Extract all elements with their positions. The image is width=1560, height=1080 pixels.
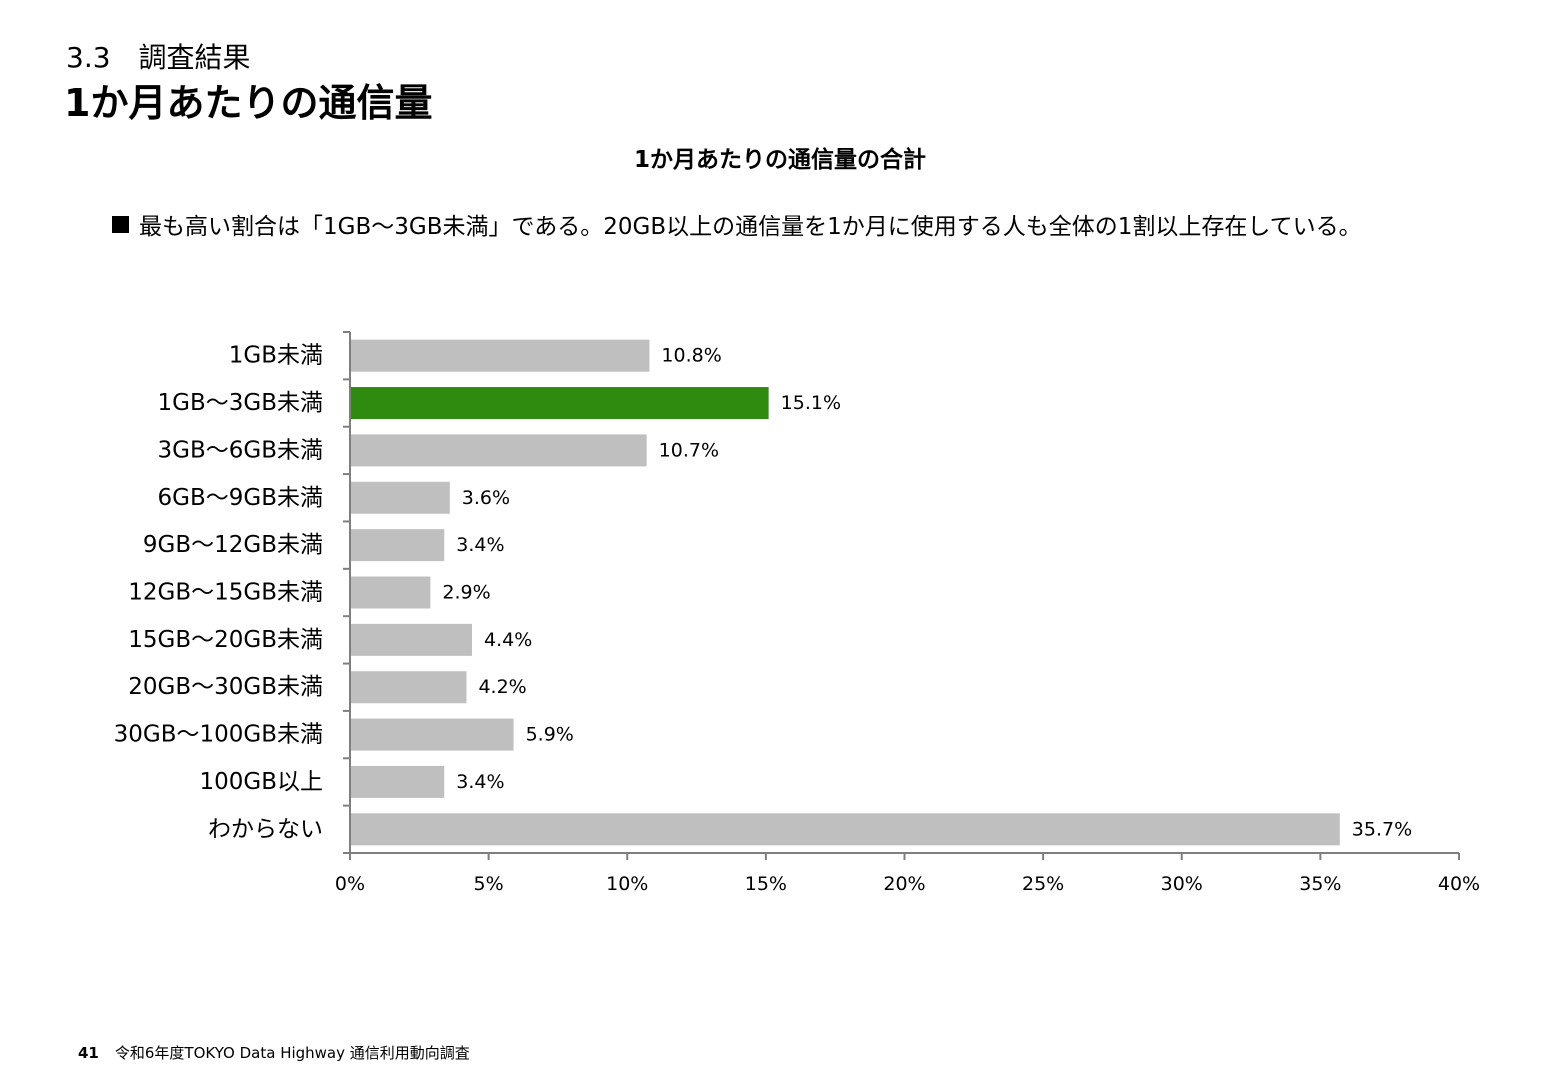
bar bbox=[351, 434, 647, 467]
x-tick-label: 30% bbox=[1161, 873, 1203, 895]
category-label: 30GB～100GB未満 bbox=[114, 722, 323, 748]
page-number: 41 bbox=[78, 1044, 99, 1062]
data-label: 5.9% bbox=[526, 724, 574, 746]
category-label: 6GB～9GB未満 bbox=[158, 485, 323, 511]
chart-title: 1か月あたりの通信量の合計 bbox=[633, 147, 926, 173]
data-label: 15.1% bbox=[781, 392, 841, 414]
x-tick-label: 25% bbox=[1022, 873, 1064, 895]
bar bbox=[351, 813, 1340, 846]
bar bbox=[351, 718, 514, 751]
category-label: 3GB～6GB未満 bbox=[158, 437, 323, 463]
bar bbox=[351, 765, 445, 798]
square-bullet-icon bbox=[112, 216, 129, 233]
data-label: 10.8% bbox=[661, 345, 721, 367]
bar bbox=[351, 623, 472, 656]
x-tick-label: 5% bbox=[474, 873, 504, 895]
category-label: わからない bbox=[208, 816, 323, 842]
category-label: 1GB未満 bbox=[229, 343, 323, 369]
x-tick-label: 40% bbox=[1438, 873, 1480, 895]
page-title: 1か月あたりの通信量 bbox=[64, 81, 433, 125]
data-label: 10.7% bbox=[659, 439, 719, 461]
x-tick-label: 35% bbox=[1299, 873, 1341, 895]
summary-text: 最も高い割合は「1GB～3GB未満」である。20GB以上の通信量を1か月に使用す… bbox=[139, 214, 1362, 240]
source-text: 令和6年度TOKYO Data Highway 通信利用動向調査 bbox=[114, 1044, 470, 1062]
category-label: 9GB～12GB未満 bbox=[143, 532, 323, 558]
category-label: 12GB～15GB未満 bbox=[128, 580, 323, 606]
bar bbox=[351, 339, 650, 372]
data-label: 2.9% bbox=[442, 582, 490, 604]
footer: 41 令和6年度TOKYO Data Highway 通信利用動向調査 bbox=[78, 1042, 470, 1064]
category-label: 15GB～20GB未満 bbox=[128, 627, 323, 653]
bar bbox=[351, 481, 450, 514]
data-label: 35.7% bbox=[1352, 818, 1412, 840]
data-label: 4.2% bbox=[478, 676, 526, 698]
category-label: 1GB～3GB未満 bbox=[158, 390, 323, 416]
bar bbox=[351, 671, 467, 704]
x-tick-label: 20% bbox=[883, 873, 925, 895]
data-label: 3.4% bbox=[456, 534, 504, 556]
data-label: 3.6% bbox=[462, 487, 510, 509]
bar bbox=[351, 387, 769, 420]
data-label: 3.4% bbox=[456, 771, 504, 793]
x-tick-label: 0% bbox=[335, 873, 365, 895]
category-label: 20GB～30GB未満 bbox=[128, 674, 323, 700]
summary-note: 最も高い割合は「1GB～3GB未満」である。20GB以上の通信量を1か月に使用す… bbox=[112, 208, 1362, 246]
data-label: 4.4% bbox=[484, 629, 532, 651]
category-label: 100GB以上 bbox=[199, 769, 323, 795]
x-tick-label: 15% bbox=[745, 873, 787, 895]
bar bbox=[351, 576, 431, 609]
x-tick-label: 10% bbox=[606, 873, 648, 895]
section-heading: 3.3 調査結果 bbox=[66, 41, 251, 74]
bar bbox=[351, 529, 445, 562]
